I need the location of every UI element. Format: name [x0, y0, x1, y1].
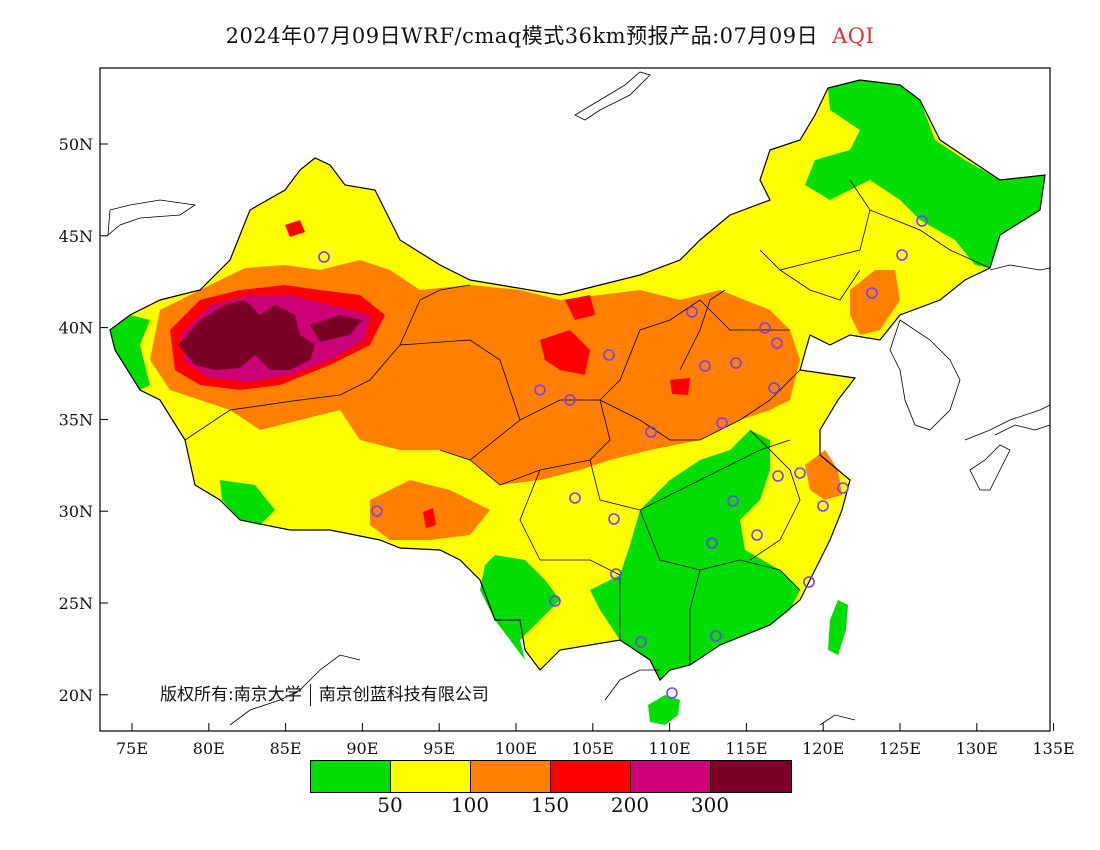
orange-shanghai: [805, 450, 842, 500]
x-tick-label: 125E: [879, 739, 921, 758]
x-tick-label: 115E: [725, 739, 767, 758]
aqi-legend-colorbar: [310, 760, 792, 793]
copyright-left: 版权所有:南京大学: [160, 685, 302, 705]
legend-label: 100: [450, 793, 490, 817]
circle-marker-icon: [603, 349, 615, 361]
circle-marker-icon: [610, 568, 622, 580]
legend-label: 150: [530, 793, 570, 817]
x-tick-label: 90E: [346, 739, 378, 758]
legend-label: 200: [610, 793, 650, 817]
circle-marker-icon: [727, 495, 739, 507]
circle-marker-icon: [771, 337, 783, 349]
legend-swatch: [471, 761, 551, 792]
copyright-notice: 版权所有:南京大学 南京创蓝科技有限公司: [160, 680, 489, 706]
axis-tick-labels: 75E 80E 85E 90E 95E 100E 105E 110E 115E 120E 125E 1…: [59, 135, 1075, 758]
y-tick-label: 25N: [59, 594, 93, 613]
neighbour-coastlines: [107, 71, 1050, 726]
circle-marker-icon: [645, 426, 657, 438]
circle-marker-icon: [569, 492, 581, 504]
y-tick-label: 50N: [59, 135, 93, 154]
legend-swatch: [631, 761, 711, 792]
circle-marker-icon: [710, 630, 722, 642]
legend-swatch: [311, 761, 391, 792]
circle-marker-icon: [751, 529, 763, 541]
y-tick-label: 45N: [59, 227, 93, 246]
circle-marker-icon: [318, 251, 330, 263]
green-southwest: [480, 555, 560, 660]
circle-marker-icon: [794, 467, 806, 479]
circle-marker-icon: [608, 513, 620, 525]
x-tick-label: 100E: [495, 739, 537, 758]
x-tick-label: 105E: [572, 739, 614, 758]
green-tibet-sw: [220, 480, 275, 525]
red-small-4: [285, 220, 305, 237]
red-small-3: [423, 508, 436, 528]
legend-swatch: [391, 761, 471, 792]
circle-marker-icon: [564, 394, 576, 406]
circle-marker-icon: [866, 287, 878, 299]
map-title: 2024年07月09日WRF/cmaq模式36km预报产品:07月09日 AQI: [0, 20, 1100, 50]
green-northeast: [805, 80, 1045, 268]
title-main: 2024年07月09日WRF/cmaq模式36km预报产品:07月09日: [225, 24, 819, 48]
x-tick-label: 80E: [193, 739, 225, 758]
y-tick-label: 40N: [59, 319, 93, 338]
circle-marker-icon: [706, 537, 718, 549]
circle-marker-icon: [730, 357, 742, 369]
circle-marker-icon: [534, 384, 546, 396]
green-xinjiang-w: [110, 315, 150, 390]
red-ordos: [540, 330, 590, 375]
circle-marker-icon: [635, 636, 647, 648]
green-taiwan: [828, 600, 848, 655]
copyright-right: 南京创蓝科技有限公司: [318, 685, 489, 705]
circle-marker-icon: [916, 215, 928, 227]
circle-marker-icon: [549, 595, 561, 607]
province-boundaries: [109, 79, 1046, 682]
legend-swatch: [711, 761, 791, 792]
circle-marker-icon: [772, 470, 784, 482]
circle-marker-icon: [768, 382, 780, 394]
red-small-1: [565, 295, 595, 320]
x-tick-label: 120E: [802, 739, 844, 758]
circle-marker-icon: [371, 505, 383, 517]
red-small-2: [670, 378, 690, 395]
legend-label: 300: [690, 793, 730, 817]
maroon-tarim-east: [310, 315, 362, 342]
legend-label: 50: [377, 793, 403, 817]
green-hainan: [648, 695, 680, 725]
circle-marker-icon: [803, 576, 815, 588]
circle-marker-icon: [666, 687, 678, 699]
x-tick-label: 130E: [956, 739, 998, 758]
x-tick-label: 135E: [1032, 739, 1074, 758]
circle-marker-icon: [896, 249, 908, 261]
x-tick-label: 75E: [116, 739, 148, 758]
orange-northeast: [850, 270, 900, 335]
maroon-tarim: [178, 300, 315, 370]
map-frame: [99, 67, 1051, 732]
y-tick-label: 30N: [59, 502, 93, 521]
circle-marker-icon: [699, 360, 711, 372]
x-tick-label: 110E: [648, 739, 690, 758]
green-south: [590, 430, 800, 680]
circle-marker-icon: [716, 417, 728, 429]
circle-marker-icon: [686, 306, 698, 318]
axis-ticks: [100, 143, 1055, 731]
title-variable: AQI: [832, 24, 875, 48]
circle-marker-icon: [837, 482, 849, 494]
x-tick-label: 95E: [423, 739, 455, 758]
legend-swatch: [551, 761, 631, 792]
circle-marker-icon: [759, 322, 771, 334]
circle-marker-icon: [817, 500, 829, 512]
y-tick-label: 35N: [59, 410, 93, 429]
y-tick-label: 20N: [59, 686, 93, 705]
copyright-separator: [309, 684, 311, 706]
map-layers: [107, 71, 1050, 726]
x-tick-label: 85E: [270, 739, 302, 758]
city-markers: [318, 215, 928, 699]
